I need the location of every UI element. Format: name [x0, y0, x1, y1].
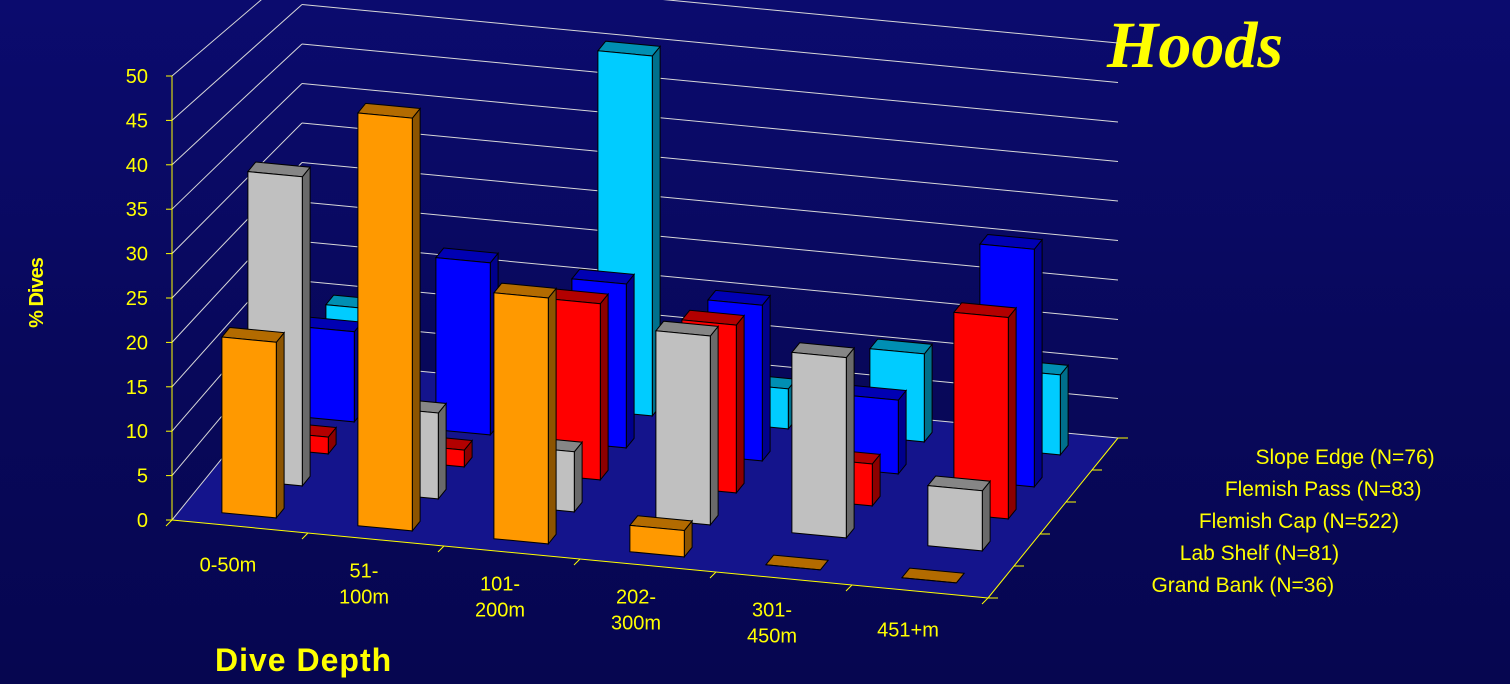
- bar-front: [493, 292, 549, 545]
- x-tick-mark: [573, 558, 581, 566]
- gridline-back: [301, 4, 1119, 83]
- bar-side: [709, 324, 719, 527]
- bar: [952, 302, 1018, 521]
- legend-label: Grand Bank (N=36): [1151, 574, 1334, 597]
- bar: [544, 288, 610, 482]
- bar: [790, 342, 856, 540]
- y-tick-label: 35: [126, 199, 148, 221]
- bar: [220, 326, 286, 520]
- legend-label: Slope Edge (N=76): [1255, 446, 1434, 469]
- x-tick-label: 0-50m: [200, 555, 257, 577]
- gridline-side: [171, 122, 303, 254]
- bar-front: [629, 524, 685, 558]
- y-tick-label: 50: [126, 66, 148, 88]
- x-tick-mark: [165, 519, 173, 527]
- depth-axis-line: [987, 437, 1119, 599]
- gridline-back: [301, 122, 1119, 202]
- bar: [492, 282, 558, 546]
- bar: [356, 102, 422, 533]
- x-tick-mark: [709, 571, 717, 579]
- y-tick-label: 15: [126, 377, 148, 399]
- bar: [434, 247, 500, 437]
- bar: [900, 567, 966, 584]
- bar-side: [547, 286, 557, 546]
- x-tick-label: 202-300m: [611, 587, 661, 635]
- gridline-back: [301, 162, 1119, 241]
- x-tick-mark: [845, 584, 853, 592]
- x-tick-label: 301-450m: [747, 600, 797, 648]
- y-tick-label: 20: [126, 332, 148, 354]
- bar-side: [573, 440, 583, 514]
- y-tick-label: 25: [126, 288, 148, 310]
- y-tick-label: 40: [126, 155, 148, 177]
- y-tick-label: 10: [126, 421, 148, 443]
- bar-front: [221, 336, 277, 519]
- bar-side: [1033, 238, 1043, 489]
- gridline-side: [171, 43, 303, 166]
- y-tick-label: 30: [126, 244, 148, 266]
- x-tick-mark: [981, 597, 989, 605]
- bar-side: [625, 273, 635, 450]
- y-tick-label: 5: [137, 466, 148, 488]
- bar-side: [275, 331, 285, 520]
- bar-front: [357, 112, 413, 532]
- legend-label: Flemish Pass (N=83): [1225, 478, 1422, 501]
- bar-side: [301, 165, 311, 488]
- bar-side: [1059, 363, 1069, 457]
- gridline-side: [171, 0, 262, 77]
- bar-front: [927, 485, 983, 552]
- bar-side: [897, 389, 907, 476]
- x-tick-mark: [301, 532, 309, 540]
- slide-title: Hoods: [1107, 9, 1284, 82]
- bar-side: [1007, 306, 1017, 521]
- y-tick-label: 45: [126, 110, 148, 132]
- bar-front: [435, 257, 491, 436]
- bar-front: [765, 564, 821, 571]
- bar-front: [655, 330, 711, 526]
- gridline-side: [171, 4, 303, 121]
- x-tick-mark: [437, 545, 445, 553]
- y-tick-label: 0: [137, 510, 148, 532]
- bar-side: [761, 294, 771, 463]
- bar: [628, 515, 694, 559]
- bar-front: [901, 577, 957, 584]
- bar-side: [599, 292, 609, 482]
- bar-side: [411, 107, 421, 533]
- bar-side: [735, 314, 745, 495]
- gridline-back: [301, 43, 1119, 123]
- legend-label: Lab Shelf (N=81): [1180, 542, 1339, 565]
- bar-side: [923, 342, 933, 444]
- gridline-back: [662, 0, 1119, 44]
- bar-side: [437, 402, 447, 501]
- bar-side: [845, 346, 855, 540]
- bar: [654, 320, 720, 527]
- gridline-side: [171, 83, 303, 210]
- x-tick-label: 101-200m: [475, 574, 525, 622]
- bar: [926, 475, 992, 553]
- x-tick-label: 51-100m: [339, 561, 389, 609]
- bar: [764, 554, 830, 571]
- bar-front: [791, 351, 847, 539]
- x-tick-label: 451+m: [877, 620, 939, 642]
- bar-side: [981, 479, 991, 553]
- gridline-back: [301, 83, 1119, 162]
- legend-label: Flemish Cap (N=522): [1199, 510, 1399, 533]
- x-axis-label: Dive Depth: [215, 642, 393, 678]
